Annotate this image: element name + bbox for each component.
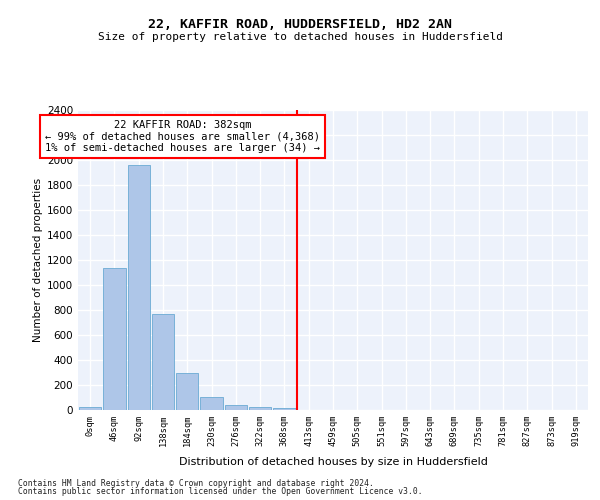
Y-axis label: Number of detached properties: Number of detached properties: [33, 178, 43, 342]
Bar: [176, 372, 199, 410]
Bar: [224, 405, 247, 410]
Text: 22, KAFFIR ROAD, HUDDERSFIELD, HD2 2AN: 22, KAFFIR ROAD, HUDDERSFIELD, HD2 2AN: [148, 18, 452, 30]
Text: 22 KAFFIR ROAD: 382sqm
← 99% of detached houses are smaller (4,368)
1% of semi-d: 22 KAFFIR ROAD: 382sqm ← 99% of detached…: [45, 120, 320, 153]
Bar: [200, 397, 223, 410]
Bar: [273, 408, 296, 410]
Bar: [103, 268, 125, 410]
X-axis label: Distribution of detached houses by size in Huddersfield: Distribution of detached houses by size …: [179, 458, 487, 468]
Bar: [128, 165, 150, 410]
Text: Contains HM Land Registry data © Crown copyright and database right 2024.: Contains HM Land Registry data © Crown c…: [18, 478, 374, 488]
Text: Contains public sector information licensed under the Open Government Licence v3: Contains public sector information licen…: [18, 487, 422, 496]
Bar: [152, 314, 174, 410]
Bar: [249, 407, 271, 410]
Bar: [79, 407, 101, 410]
Text: Size of property relative to detached houses in Huddersfield: Size of property relative to detached ho…: [97, 32, 503, 42]
